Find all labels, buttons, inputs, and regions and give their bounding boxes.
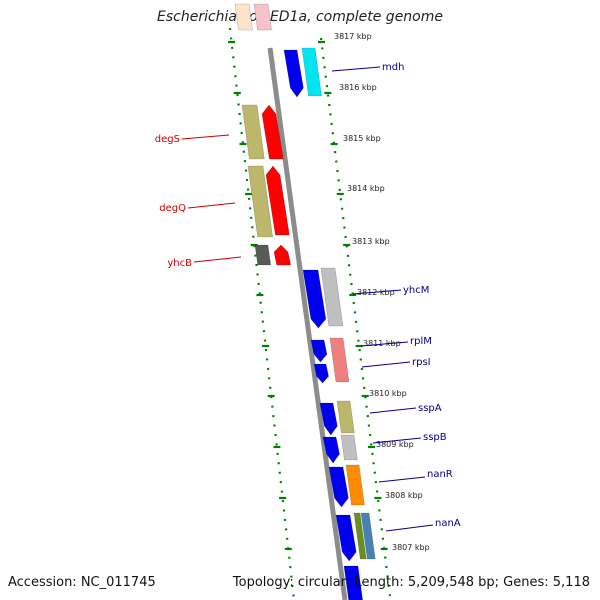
gene-glyph[interactable] (340, 434, 358, 461)
gene-label-sspA[interactable]: sspA (418, 403, 442, 414)
gene-glyph[interactable] (253, 3, 272, 31)
kbp-label: 3815 kbp (343, 134, 381, 143)
gene-glyph-sspA[interactable] (319, 402, 338, 436)
gene-glyph[interactable] (234, 3, 253, 31)
gene-glyph-yhcM[interactable] (302, 269, 327, 329)
gene-glyph-degQ[interactable] (265, 165, 290, 236)
gene-label-rpsI[interactable]: rpsI (412, 357, 431, 368)
leader-line (378, 476, 426, 483)
leader-line (187, 202, 236, 209)
kbp-label: 3813 kbp (352, 237, 390, 246)
gene-glyph[interactable] (360, 512, 376, 560)
gene-glyph[interactable] (254, 244, 272, 266)
gene-glyph[interactable] (329, 337, 350, 383)
gene-glyph-mdh[interactable] (283, 49, 304, 98)
kbp-label: 3817 kbp (334, 32, 372, 41)
gene-glyph[interactable] (343, 565, 363, 600)
genome-stats-text: Topology: circular; Length: 5,209,548 bp… (232, 575, 590, 590)
genome-backbone (267, 47, 348, 600)
gene-glyph[interactable] (345, 464, 365, 506)
gene-label-rplM[interactable]: rplM (410, 336, 432, 347)
gene-glyph-rplM[interactable] (310, 339, 328, 363)
kbp-label: 3809 kbp (376, 440, 414, 449)
gene-label-nanR[interactable]: nanR (427, 469, 453, 480)
gene-glyph-sspB[interactable] (322, 436, 340, 464)
accession-text: Accession: NC_011745 (8, 575, 156, 590)
gene-glyph[interactable] (247, 165, 273, 238)
gene-label-yhcB[interactable]: yhcB (167, 258, 192, 269)
kbp-label: 3816 kbp (339, 83, 377, 92)
gene-label-nanA[interactable]: nanA (435, 518, 461, 529)
kbp-label: 3814 kbp (347, 184, 385, 193)
kbp-label: 3810 kbp (369, 389, 407, 398)
gene-glyph[interactable] (353, 512, 367, 560)
gene-label-sspB[interactable]: sspB (423, 432, 447, 443)
gene-glyph[interactable] (320, 267, 344, 327)
kbp-label: 3807 kbp (392, 543, 430, 552)
gene-glyph-degS[interactable] (261, 104, 284, 160)
leader-line (352, 289, 402, 295)
leader-line (360, 341, 409, 347)
gene-glyphs (234, 3, 376, 600)
gene-label-mdh[interactable]: mdh (382, 62, 404, 73)
leader-line (385, 524, 434, 532)
leader-line (369, 407, 417, 414)
kbp-label: 3811 kbp (363, 339, 401, 348)
gene-glyph[interactable] (241, 104, 265, 160)
gene-glyph[interactable] (336, 400, 355, 434)
leader-line (331, 66, 381, 72)
genome-title: Escherichia coli ED1a, complete genome (157, 9, 443, 25)
gene-label-degS[interactable]: degS (155, 134, 180, 145)
gene-label-degQ[interactable]: degQ (159, 203, 186, 214)
right-gene-labels: mdh yhcM rplM rpsI sspA sspB nanR nanA (331, 62, 461, 532)
leader-line (372, 437, 422, 444)
leader-line (193, 256, 242, 263)
leader-line (361, 361, 411, 368)
gene-glyph-rpsI[interactable] (313, 363, 329, 384)
gene-glyph-yhcB[interactable] (273, 244, 292, 266)
leader-line (181, 134, 230, 140)
left-gene-labels: degS degQ yhcB (155, 134, 242, 269)
gene-glyph[interactable] (301, 47, 322, 97)
gene-label-yhcM[interactable]: yhcM (403, 285, 429, 296)
gene-glyph-nanA[interactable] (335, 514, 357, 562)
scale-tracks (228, 27, 392, 600)
left-scale-track (228, 27, 296, 600)
gene-glyph-nanR[interactable] (328, 466, 349, 508)
kbp-label: 3808 kbp (385, 491, 423, 500)
